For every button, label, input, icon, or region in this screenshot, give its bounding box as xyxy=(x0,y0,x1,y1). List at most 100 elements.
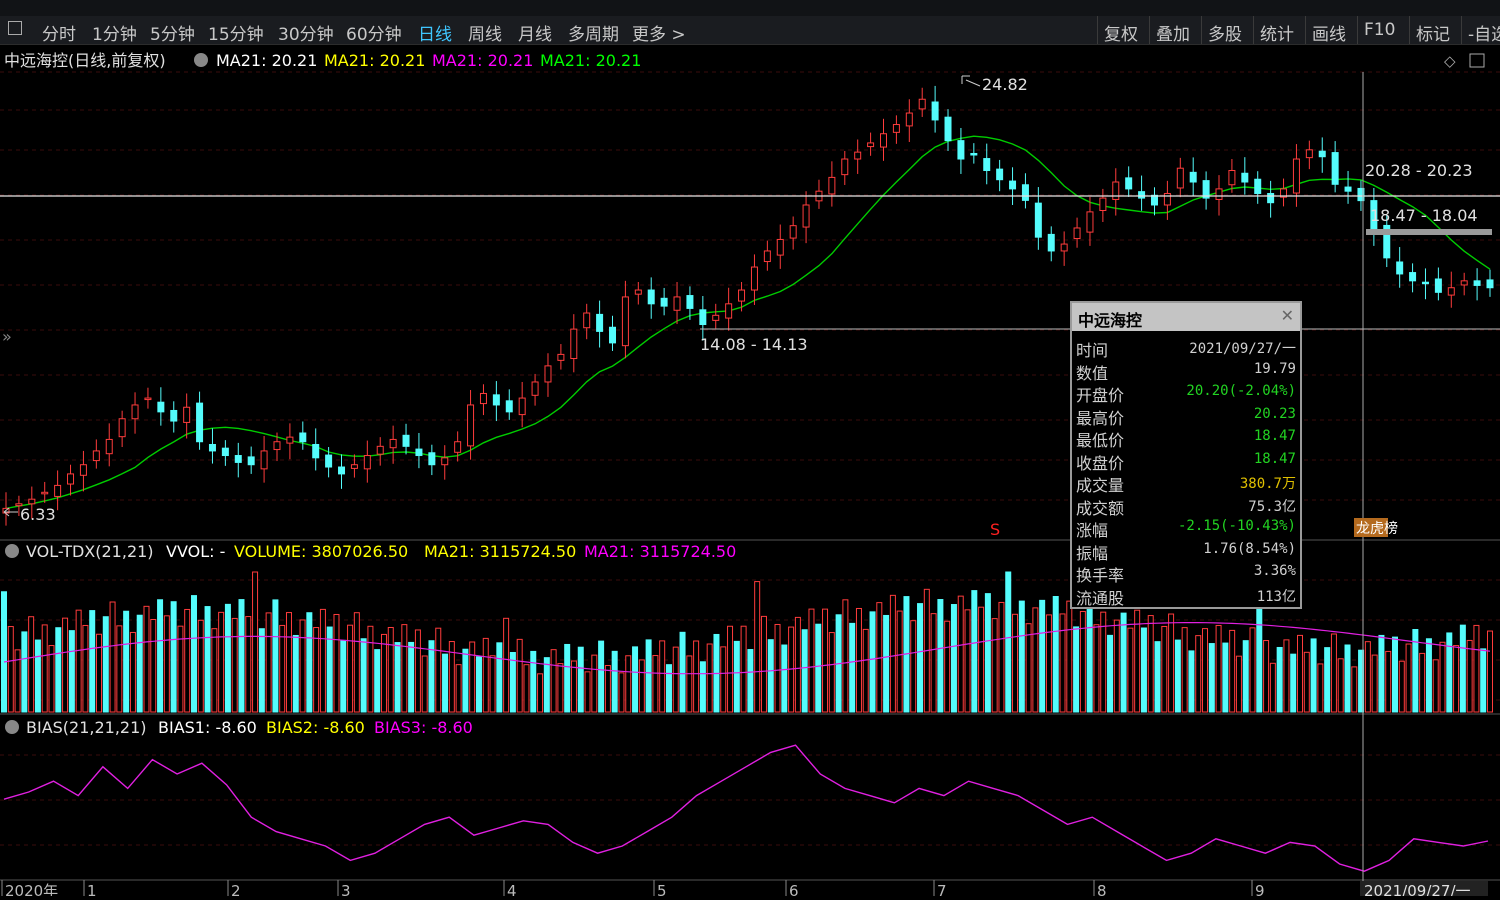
candle-body xyxy=(1215,188,1223,200)
period-1[interactable]: 1分钟 xyxy=(92,25,137,45)
volume-bar xyxy=(896,610,903,713)
bias-label-2: BIAS3: -8.60 xyxy=(374,718,473,737)
period-10[interactable]: 更多 > xyxy=(632,25,686,45)
volume-bar xyxy=(136,614,143,713)
toolbar-button-7[interactable]: -自选 xyxy=(1461,16,1500,44)
candle-body xyxy=(802,204,810,228)
toolbar-button-4[interactable]: 画线 xyxy=(1305,16,1357,44)
cursor-date: 2021/09/27/一 xyxy=(1364,882,1471,896)
toolbar-button-2[interactable]: 多股 xyxy=(1201,16,1253,44)
volume-bar xyxy=(944,620,951,713)
toolbar-button-1[interactable]: 叠加 xyxy=(1149,16,1201,44)
close-icon[interactable]: ✕ xyxy=(1280,306,1294,325)
volume-bar xyxy=(747,649,754,713)
tooltip-header[interactable]: 中远海控 ✕ xyxy=(1072,303,1300,331)
candle-body xyxy=(660,297,668,307)
volume-bar xyxy=(774,623,781,713)
volume-bar xyxy=(7,626,14,713)
volume-bar xyxy=(414,629,421,713)
volume-bar xyxy=(82,624,89,713)
ma-label-2: MA21: 20.21 xyxy=(432,51,533,70)
volume-bar xyxy=(1473,624,1480,713)
volume-bar xyxy=(401,624,408,713)
candle-body xyxy=(1112,181,1120,200)
candle-body xyxy=(467,404,475,447)
volume-bar xyxy=(1364,641,1371,713)
volume-bar xyxy=(1337,658,1344,713)
candle-body xyxy=(1150,194,1158,206)
volume-bar xyxy=(577,646,584,713)
candle-body xyxy=(1318,150,1326,158)
candle-body xyxy=(1280,188,1288,198)
volume-bar xyxy=(1018,600,1025,713)
volume-bar xyxy=(1297,634,1304,713)
x-axis-label-4: 4 xyxy=(507,882,517,896)
board-marker-bg xyxy=(1354,518,1388,537)
tooltip-value: 2021/09/27/一 xyxy=(1189,341,1296,357)
volume-bar xyxy=(1344,644,1351,713)
period-2[interactable]: 5分钟 xyxy=(150,25,195,45)
candle-body xyxy=(15,503,23,507)
volume-bar xyxy=(204,606,211,713)
volume-bar xyxy=(794,616,801,713)
volume-bar xyxy=(1093,624,1100,713)
volume-bar xyxy=(1303,651,1310,713)
volume-bar xyxy=(1195,635,1202,713)
period-0[interactable]: 分时 xyxy=(42,25,76,45)
period-3[interactable]: 15分钟 xyxy=(208,25,264,45)
period-7[interactable]: 周线 xyxy=(468,25,502,45)
toolbar-toggle[interactable] xyxy=(8,21,22,35)
period-9[interactable]: 多周期 xyxy=(568,25,619,45)
volume-bar xyxy=(1229,629,1236,713)
period-4[interactable]: 30分钟 xyxy=(278,25,334,45)
board-marker: 龙虎榜 xyxy=(1356,520,1398,537)
volume-bar xyxy=(509,652,516,713)
ma-label-1: MA21: 20.21 xyxy=(324,51,425,70)
candle-body xyxy=(1447,287,1455,296)
toolbar-button-5[interactable]: F10 xyxy=(1357,16,1409,44)
candle-body xyxy=(789,225,797,239)
volume-bar xyxy=(740,625,747,713)
toolbar-button-3[interactable]: 统计 xyxy=(1253,16,1305,44)
range-bar-3 xyxy=(1366,229,1492,235)
candle-body xyxy=(738,289,746,302)
tooltip-row: 成交量 380.7万 xyxy=(1076,472,1296,495)
volume-bar xyxy=(177,625,184,713)
range-label-3: 18.47 - 18.04 xyxy=(1370,206,1478,225)
candle-body xyxy=(1241,172,1249,183)
toolbar-button-6[interactable]: 标记 xyxy=(1409,16,1461,44)
candle-body xyxy=(712,314,720,321)
volume-bar xyxy=(1249,627,1256,713)
volume-bar xyxy=(1480,648,1487,713)
volume-bar xyxy=(116,625,123,713)
volume-bar xyxy=(157,599,164,713)
volume-bar xyxy=(184,608,191,713)
period-6[interactable]: 日线 xyxy=(418,25,452,45)
candle-body xyxy=(1383,224,1391,259)
volume-bar xyxy=(347,624,354,713)
tooltip-value: 1.76(8.54%) xyxy=(1203,540,1296,557)
tooltip-row: 流通股 113亿 xyxy=(1076,585,1296,608)
x-axis-label-0: 2020年 xyxy=(5,882,58,896)
tooltip-label: 开盘价 xyxy=(1076,386,1125,405)
candle-body xyxy=(854,151,862,160)
bias-panel-title: BIAS(21,21,21) xyxy=(26,718,147,737)
tooltip-row: 收盘价 18.47 xyxy=(1076,450,1296,473)
tooltip-value: 75.3亿 xyxy=(1248,498,1296,515)
period-5[interactable]: 60分钟 xyxy=(346,25,402,45)
volume-bar xyxy=(129,631,136,713)
volume-bar xyxy=(591,654,598,713)
volume-bar xyxy=(421,655,428,713)
volume-bar xyxy=(1425,638,1432,713)
toolbar-button-0[interactable]: 复权 xyxy=(1097,16,1149,44)
volume-bar xyxy=(1351,666,1358,713)
tooltip-row: 振幅 1.76(8.54%) xyxy=(1076,540,1296,563)
volume-bar xyxy=(1432,659,1439,713)
volume-bar xyxy=(849,622,856,713)
volume-bar xyxy=(1113,619,1120,713)
candle-body xyxy=(196,402,204,443)
volume-bar xyxy=(618,672,625,713)
volume-bar xyxy=(822,608,829,713)
volume-bar xyxy=(842,599,849,713)
period-8[interactable]: 月线 xyxy=(518,25,552,45)
